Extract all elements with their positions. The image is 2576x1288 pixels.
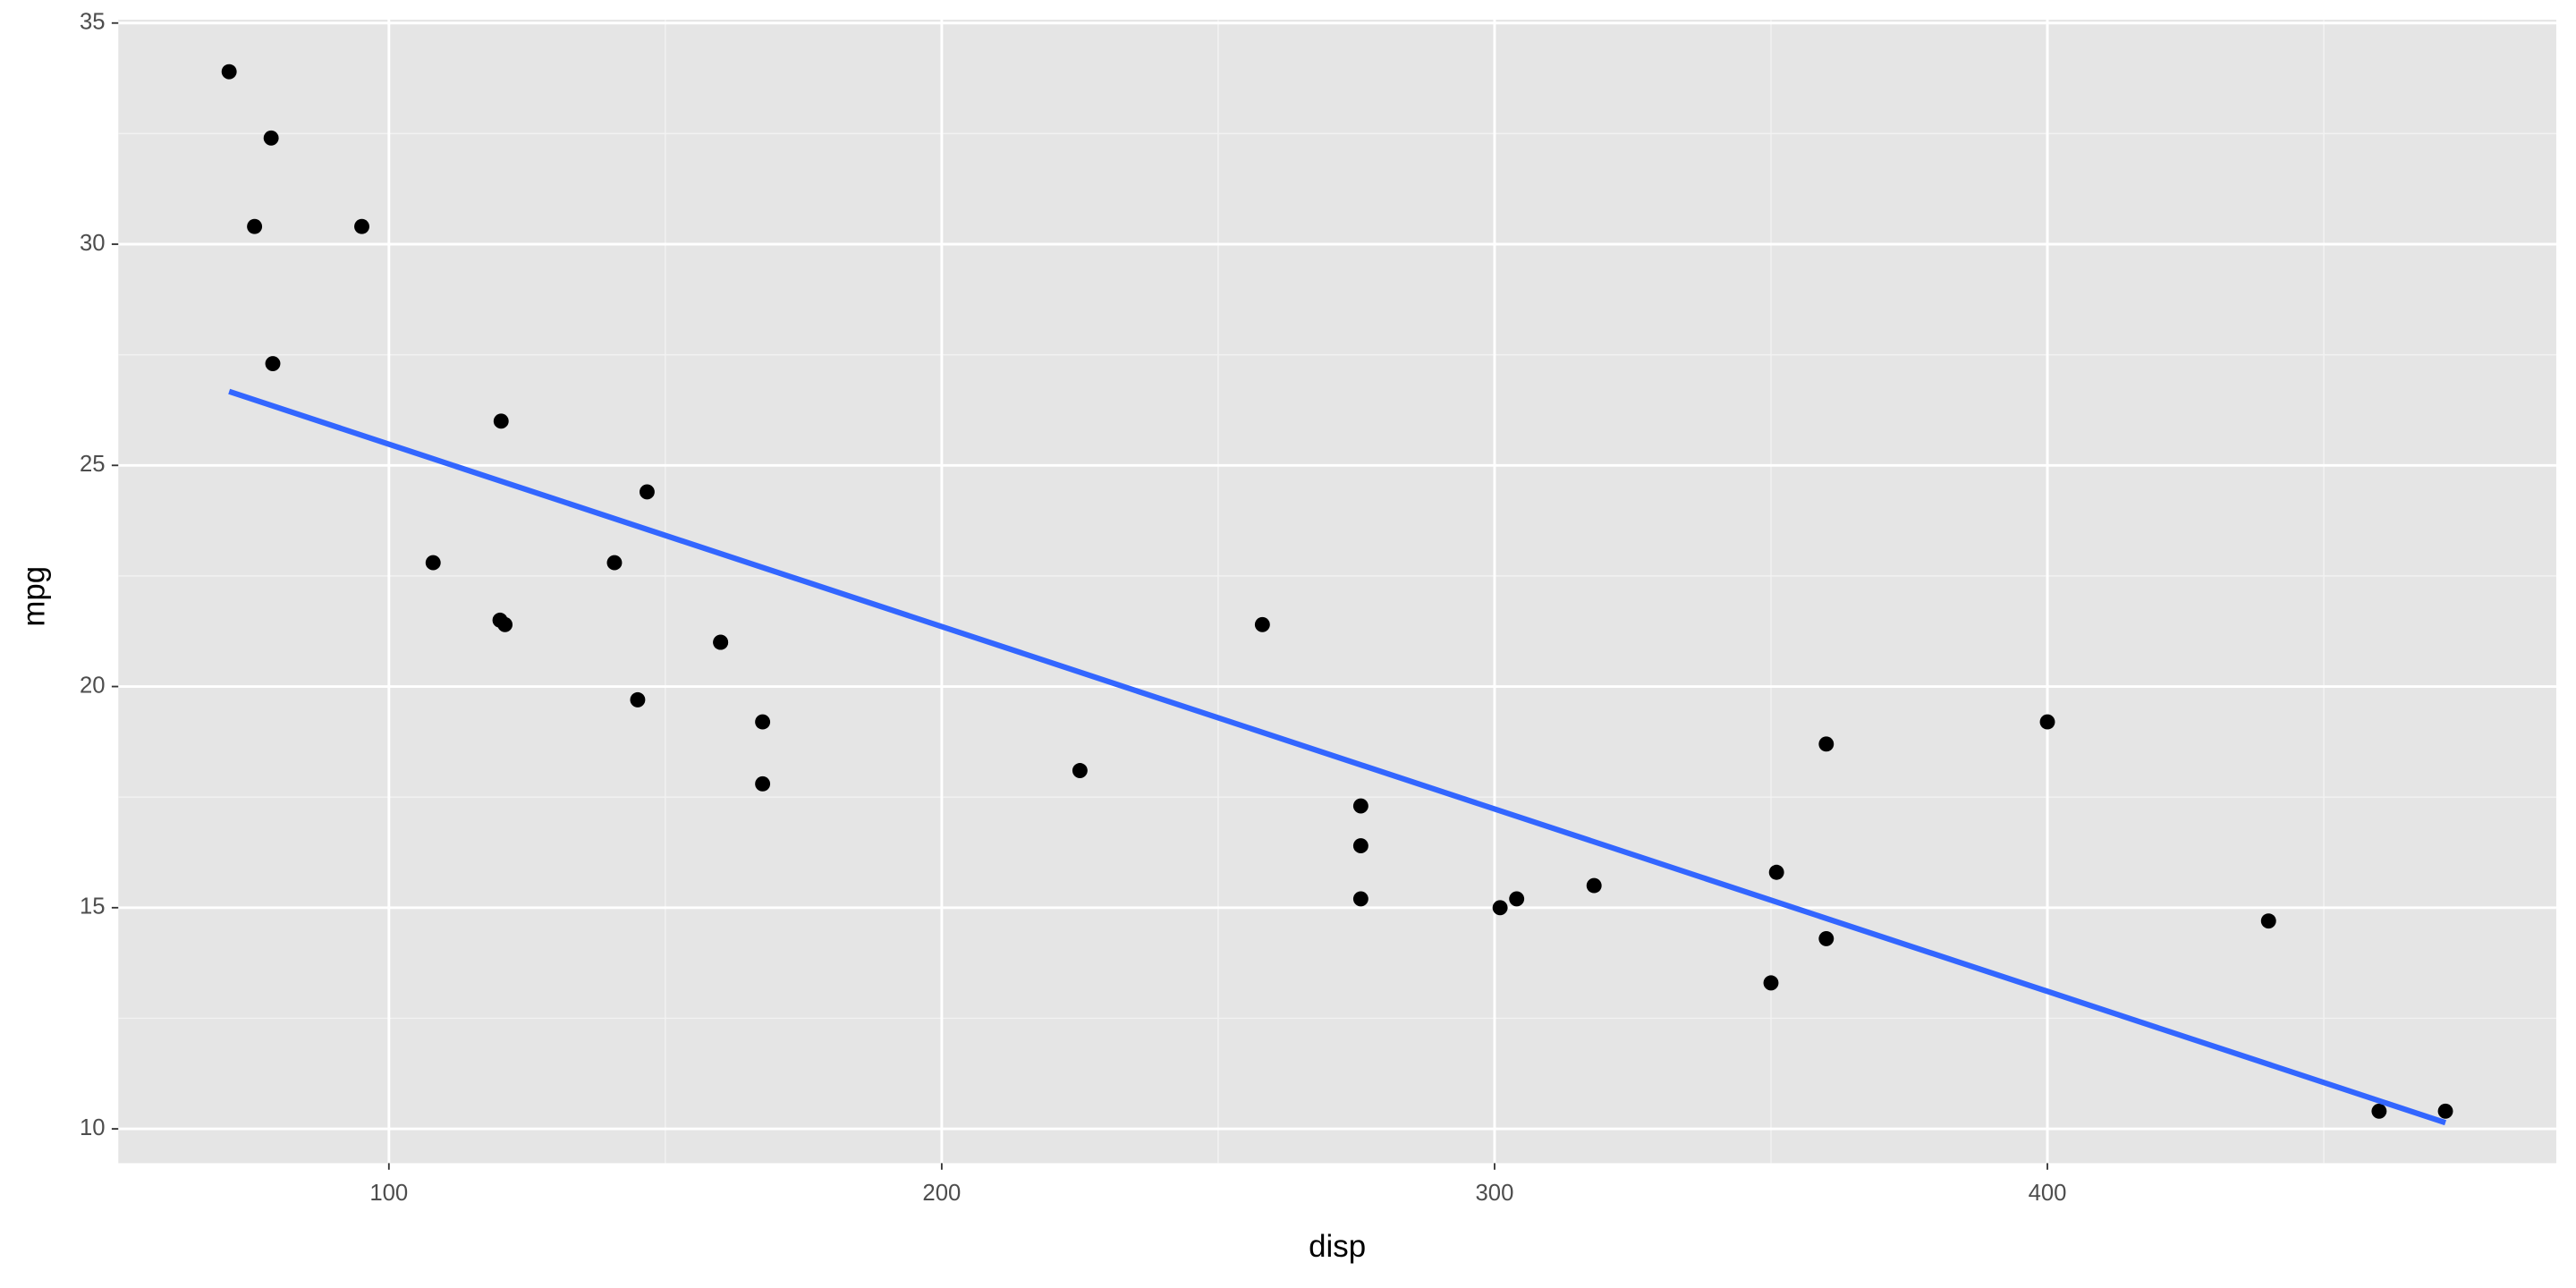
point xyxy=(354,218,369,234)
point xyxy=(713,634,729,650)
point xyxy=(1352,891,1368,907)
point xyxy=(221,64,237,80)
point xyxy=(1492,900,1508,916)
point xyxy=(1352,838,1368,854)
point xyxy=(1509,891,1525,907)
point xyxy=(493,413,509,429)
point xyxy=(639,484,655,500)
point xyxy=(1586,877,1602,894)
x-tick-label: 100 xyxy=(369,1181,408,1206)
y-tick-label: 20 xyxy=(80,673,106,698)
plot-panel xyxy=(118,20,2556,1164)
point xyxy=(1768,864,1784,880)
point xyxy=(1254,616,1270,632)
y-tick-label: 30 xyxy=(80,231,106,256)
point xyxy=(497,616,513,632)
point xyxy=(2260,913,2276,929)
point xyxy=(755,775,771,792)
point xyxy=(265,356,281,371)
x-tick-label: 300 xyxy=(1475,1181,1513,1206)
y-axis-title: mpg xyxy=(17,566,52,627)
point xyxy=(1763,975,1779,991)
point xyxy=(2039,714,2055,730)
x-tick-label: 400 xyxy=(2029,1181,2067,1206)
point xyxy=(630,691,646,708)
fit-line xyxy=(228,388,2447,1126)
point xyxy=(1352,798,1368,814)
y-tick-label: 15 xyxy=(80,894,106,919)
point xyxy=(755,714,771,730)
point xyxy=(263,130,279,146)
point xyxy=(247,218,263,234)
x-axis-title: disp xyxy=(1309,1229,1366,1264)
x-tick-label: 200 xyxy=(922,1181,961,1206)
point xyxy=(1818,930,1835,946)
point xyxy=(2371,1103,2387,1119)
point xyxy=(606,555,623,571)
point xyxy=(425,555,441,571)
point xyxy=(1072,763,1088,778)
y-tick-label: 10 xyxy=(80,1115,106,1140)
y-tick-label: 35 xyxy=(80,10,106,35)
point xyxy=(1818,736,1835,752)
point xyxy=(2437,1103,2453,1119)
y-tick-label: 25 xyxy=(80,452,106,477)
